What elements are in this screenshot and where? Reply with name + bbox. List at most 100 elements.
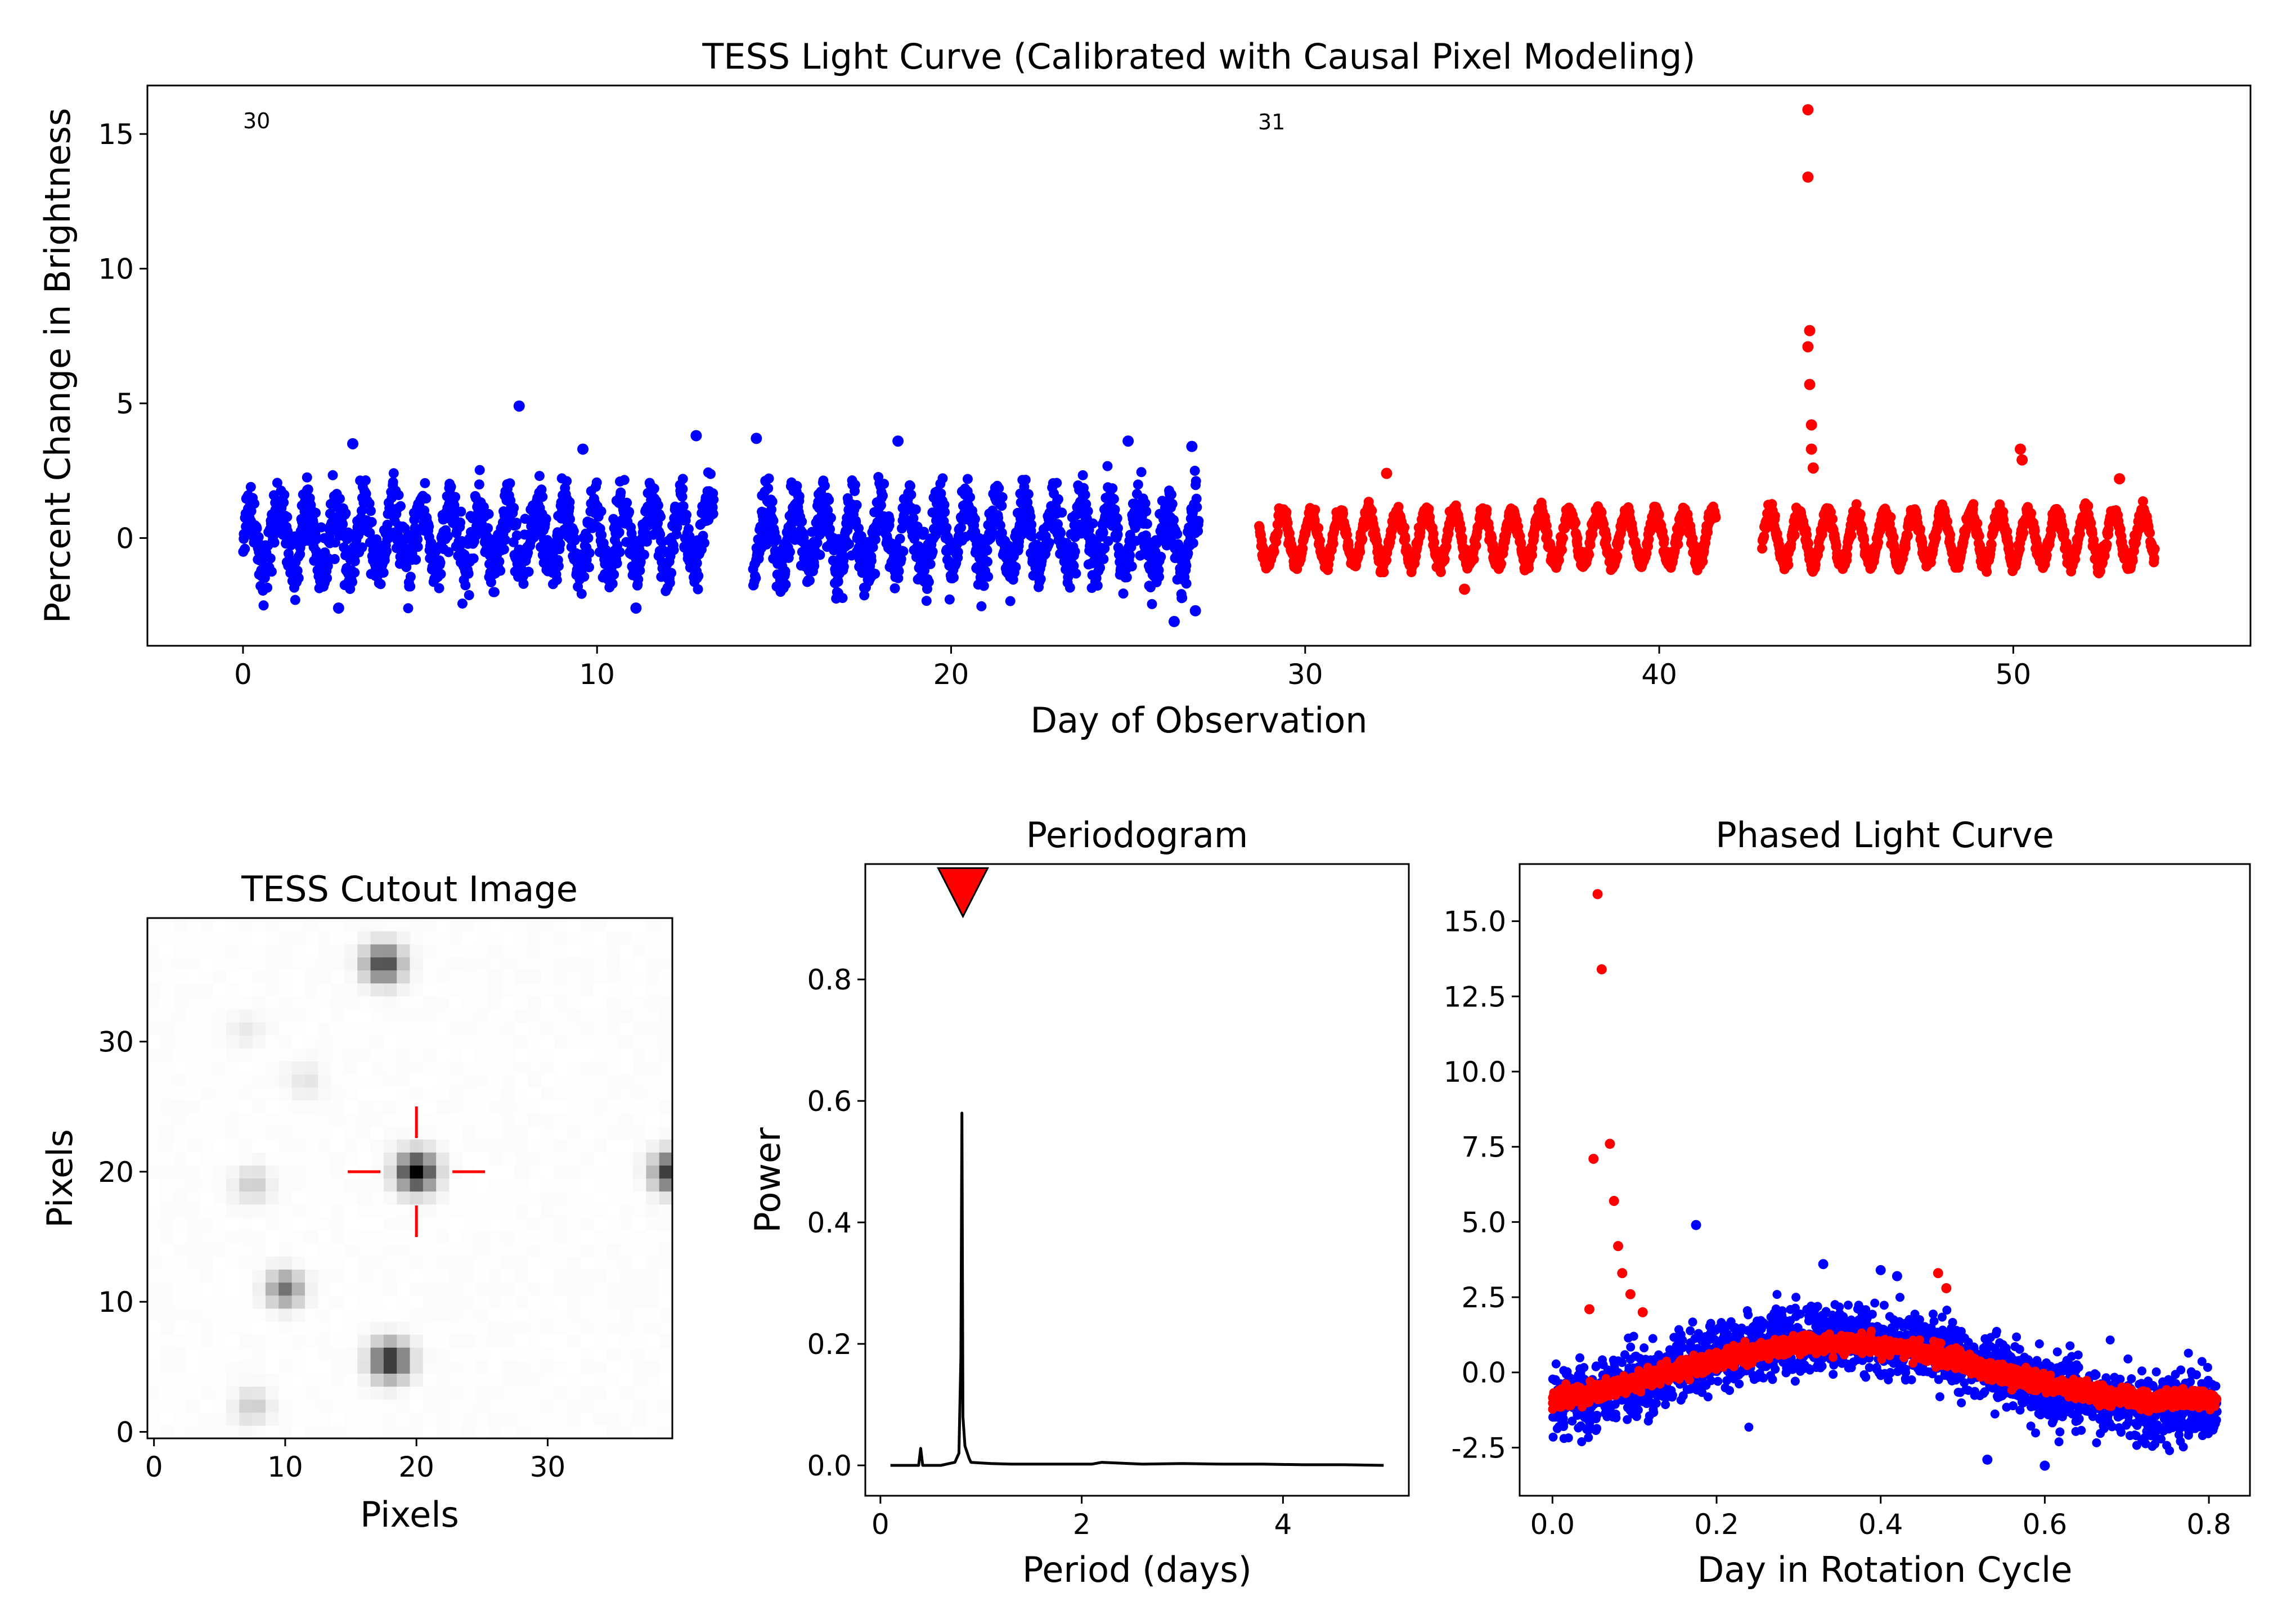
light-curve-point-sector-30 xyxy=(978,581,989,591)
cutout-pixel xyxy=(160,1425,174,1439)
cutout-pixel xyxy=(594,1308,607,1322)
light-curve-point-sector-30 xyxy=(1071,568,1081,579)
light-curve-point-sector-31 xyxy=(1673,539,1683,550)
light-curve-point-sector-30 xyxy=(616,487,626,498)
cutout-pixel xyxy=(488,1308,502,1322)
cutout-pixel xyxy=(436,1386,450,1400)
cutout-pixel xyxy=(252,1386,266,1400)
cutout-pixel xyxy=(147,1308,161,1322)
cutout-pixel xyxy=(383,1412,397,1426)
light-curve-point-sector-30 xyxy=(434,583,444,593)
cutout-pixel xyxy=(594,1425,607,1439)
light-curve-point-sector-30 xyxy=(411,554,421,565)
cutout-pixel xyxy=(410,1412,424,1426)
cutout-pixel xyxy=(515,1360,529,1374)
light-curve-point-sector-30 xyxy=(483,523,493,534)
cutout-pixel xyxy=(383,1295,397,1309)
light-curve-point-sector-31 xyxy=(1542,529,1553,540)
cutout-pixel xyxy=(344,1373,358,1387)
light-curve-point-sector-30 xyxy=(1010,562,1021,573)
light-curve-point-sector-30 xyxy=(1026,519,1037,530)
cutout-pixel xyxy=(619,1347,634,1361)
light-curve-point-sector-30-outlier xyxy=(630,602,642,614)
light-curve-point-sector-30 xyxy=(347,577,358,587)
light-curve-point-sector-30 xyxy=(523,566,534,577)
cutout-pixel xyxy=(160,1308,174,1322)
light-curve-point-sector-30 xyxy=(474,479,484,490)
cutout-pixel xyxy=(607,1321,621,1335)
cutout-pixel xyxy=(554,1334,568,1348)
light-curve-point-sector-30 xyxy=(1121,572,1132,583)
cutout-pixel xyxy=(186,1386,200,1400)
cutout-pixel xyxy=(357,1425,371,1439)
cutout-pixel xyxy=(607,1425,621,1439)
cutout-pixel xyxy=(423,1399,437,1413)
cutout-pixel xyxy=(278,1373,293,1387)
light-curve-point-sector-30 xyxy=(683,524,694,534)
cutout-pixel xyxy=(239,1360,253,1374)
cutout-pixel xyxy=(462,1321,476,1335)
cutout-pixel xyxy=(554,1295,568,1309)
light-curve-point-sector-30 xyxy=(619,475,630,485)
light-curve-point-sector-31-outlier xyxy=(1381,467,1392,479)
cutout-pixel xyxy=(265,1308,279,1322)
light-curve-point-sector-30 xyxy=(455,517,466,528)
light-curve-point-sector-30 xyxy=(639,550,649,560)
light-curve-point-sector-30 xyxy=(463,568,474,579)
cutout-pixel xyxy=(173,1334,187,1348)
light-curve-point-sector-30 xyxy=(771,533,781,544)
cutout-pixel xyxy=(528,1308,542,1322)
cutout-pixel xyxy=(410,1295,424,1309)
cutout-pixel xyxy=(265,1282,279,1296)
cutout-pixel xyxy=(252,1308,266,1322)
light-curve-point-sector-30 xyxy=(251,523,262,534)
light-curve-point-sector-30 xyxy=(1181,578,1192,589)
cutout-pixel xyxy=(488,1425,502,1439)
cutout-pixel xyxy=(515,1295,529,1309)
cutout-pixel xyxy=(567,1347,581,1361)
light-curve-point-sector-30 xyxy=(327,470,338,480)
light-curve-point-sector-31 xyxy=(1601,533,1612,544)
light-curve-point-sector-30 xyxy=(1088,518,1098,529)
cutout-pixel xyxy=(331,1399,345,1413)
cutout-pixel xyxy=(646,1412,660,1426)
cutout-pixel xyxy=(607,1347,621,1361)
cutout-pixel xyxy=(226,1308,240,1322)
light-curve-point-sector-31 xyxy=(2059,528,2070,539)
cutout-pixel xyxy=(475,1386,489,1400)
cutout-pixel xyxy=(436,1360,450,1374)
cutout-pixel xyxy=(567,1425,581,1439)
cutout-pixel xyxy=(580,1308,594,1322)
light-curve-point-sector-30 xyxy=(982,545,992,556)
cutout-pixel xyxy=(304,1360,318,1374)
cutout-pixel xyxy=(278,1282,293,1296)
cutout-pixel xyxy=(633,1321,646,1335)
light-curve-point-sector-30 xyxy=(833,576,843,587)
cutout-pixel xyxy=(239,1347,253,1361)
cutout-pixel xyxy=(304,1386,318,1400)
cutout-pixel xyxy=(200,1360,214,1374)
cutout-pixel xyxy=(501,1321,515,1335)
cutout-pixel xyxy=(173,1412,187,1426)
cutout-pixel xyxy=(331,1295,345,1309)
cutout-pixel xyxy=(580,1321,594,1335)
cutout-pixel xyxy=(265,1295,279,1309)
light-curve-point-sector-30 xyxy=(766,504,777,515)
cutout-pixel xyxy=(607,1373,621,1387)
light-curve-point-sector-30-outlier xyxy=(347,438,358,449)
light-curve-point-sector-31 xyxy=(1338,508,1349,519)
light-curve-point-sector-30 xyxy=(561,476,572,487)
cutout-pixel xyxy=(397,1360,411,1374)
light-curve-point-sector-30 xyxy=(1126,561,1137,572)
light-curve-point-sector-30 xyxy=(282,512,293,523)
light-curve-title: TESS Light Curve (Calibrated with Causal… xyxy=(702,36,1695,77)
cutout-image xyxy=(147,918,673,1439)
light-curve-point-sector-30 xyxy=(381,546,392,556)
cutout-pixel xyxy=(449,1347,463,1361)
cutout-pixel xyxy=(423,1386,437,1400)
cutout-pixel xyxy=(449,1295,463,1309)
cutout-pixel xyxy=(344,1295,358,1309)
light-curve-point-sector-31 xyxy=(1572,533,1583,544)
light-curve-point-sector-30 xyxy=(1070,546,1080,557)
